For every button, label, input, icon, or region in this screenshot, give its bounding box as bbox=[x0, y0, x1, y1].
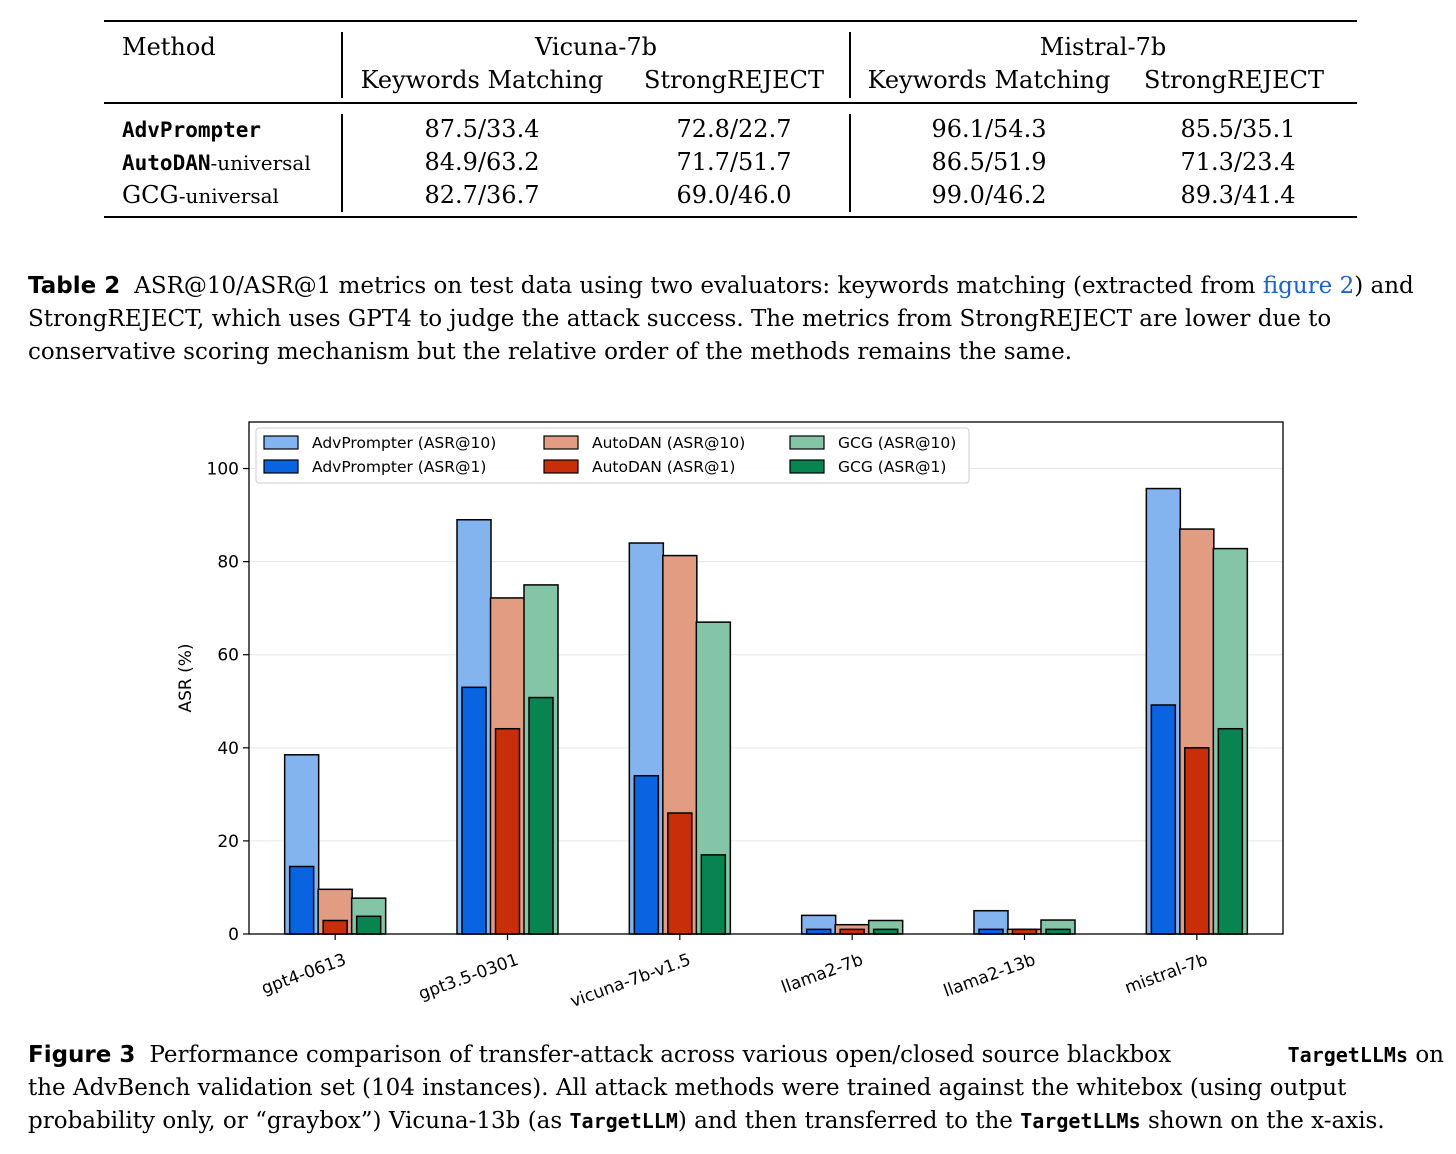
bar-asr1 bbox=[1217, 727, 1244, 935]
table-caption-line: Table 2 ASR@10/ASR@1 metrics on test data… bbox=[28, 273, 1414, 299]
table-cell: 96.1/54.3 bbox=[931, 115, 1047, 143]
table-cell: 85.5/35.1 bbox=[1180, 115, 1296, 143]
table-cell: 84.9/63.2 bbox=[424, 148, 540, 176]
group-header-mistral: Mistral-7b bbox=[1039, 33, 1167, 61]
bar-asr1 bbox=[322, 919, 348, 935]
bar-asr1 bbox=[355, 915, 382, 935]
x-tick-label: llama2-7b bbox=[779, 950, 866, 998]
legend-label: GCG (ASR@10) bbox=[838, 434, 956, 452]
legend-swatch bbox=[789, 459, 825, 474]
table-cell: 87.5/33.4 bbox=[424, 115, 540, 143]
table-caption-line: StrongREJECT, which uses GPT4 to judge t… bbox=[28, 306, 1332, 332]
bar-asr1 bbox=[839, 928, 865, 935]
method-header: Method bbox=[122, 33, 216, 61]
x-axis: gpt4-0613 gpt3.5-0301 vicuna-7b-v1.5 llama2… bbox=[259, 934, 1211, 1012]
table-caption-label: Table 2 bbox=[28, 273, 121, 299]
legend-swatch bbox=[263, 459, 299, 474]
table-caption: Table 2 ASR@10/ASR@1 metrics on test data… bbox=[28, 270, 1444, 369]
legend-swatch bbox=[789, 435, 825, 450]
bar-asr1 bbox=[633, 774, 660, 935]
grid-lines bbox=[249, 468, 1283, 842]
figure-caption-line: Figure 3 Performance comparison of transf… bbox=[28, 1042, 1444, 1068]
table-cell: 89.3/41.4 bbox=[1180, 181, 1296, 209]
bar-asr1 bbox=[700, 854, 727, 935]
legend-swatch bbox=[543, 459, 579, 474]
bar-asr1 bbox=[1011, 928, 1038, 935]
y-axis-label: ASR (%) bbox=[176, 643, 196, 712]
table-cell: 69.0/46.0 bbox=[676, 181, 792, 209]
x-tick-label: llama2-13b bbox=[941, 950, 1038, 1002]
bar-asr1 bbox=[1045, 928, 1071, 935]
legend: AdvPrompter (ASR@10) AdvPrompter (ASR@1) A… bbox=[255, 427, 970, 484]
bar-asr1 bbox=[1150, 704, 1177, 935]
subheader-strongreject: StrongREJECT bbox=[1144, 66, 1324, 94]
table-divider bbox=[849, 32, 851, 98]
legend-label: AdvPrompter (ASR@10) bbox=[312, 434, 496, 452]
figure-2-link[interactable]: figure 2 bbox=[1262, 273, 1355, 299]
bar-asr1 bbox=[288, 865, 315, 935]
table-top-rule bbox=[104, 20, 1357, 22]
y-tick-label: 100 bbox=[207, 460, 239, 480]
table-cell: 71.7/51.7 bbox=[676, 148, 792, 176]
table-cell: 72.8/22.7 bbox=[676, 115, 792, 143]
bar-asr1 bbox=[667, 812, 693, 935]
x-tick-label: gpt4-0613 bbox=[259, 950, 349, 999]
figure-caption: Figure 3 Performance comparison of transf… bbox=[28, 1039, 1444, 1138]
table-cell: 71.3/23.4 bbox=[1180, 148, 1296, 176]
method-name: AdvPrompter bbox=[122, 118, 262, 142]
subheader-keywords: Keywords Matching bbox=[360, 66, 604, 94]
legend-swatch bbox=[263, 435, 299, 450]
x-tick-label: gpt3.5-0301 bbox=[416, 950, 521, 1005]
bar-asr1 bbox=[1184, 747, 1210, 935]
table-cell: 86.5/51.9 bbox=[931, 148, 1047, 176]
table-cell: 82.7/36.7 bbox=[424, 181, 540, 209]
figure-caption-line: probability only, or “graybox”) Vicuna-1… bbox=[28, 1108, 1385, 1134]
bar-asr1 bbox=[872, 928, 899, 935]
table-divider bbox=[849, 114, 851, 212]
table-header-rule bbox=[104, 102, 1357, 104]
legend-label: AutoDAN (ASR@10) bbox=[592, 434, 745, 452]
figure-caption-label: Figure 3 bbox=[28, 1042, 136, 1068]
x-tick-label: vicuna-7b-v1.5 bbox=[568, 950, 694, 1012]
group-header-vicuna: Vicuna-7b bbox=[535, 33, 657, 61]
asr-bar-chart: 0 20 40 60 80 100 gpt4-0613 gpt3.5-0301 vicuna-… bbox=[176, 421, 1284, 1012]
subheader-strongreject: StrongREJECT bbox=[644, 66, 824, 94]
y-axis: 0 20 40 60 80 100 bbox=[207, 460, 249, 945]
legend-label: AutoDAN (ASR@1) bbox=[592, 458, 735, 476]
y-tick-label: 40 bbox=[217, 739, 239, 759]
plot-frame bbox=[248, 421, 1284, 935]
bar-asr1 bbox=[461, 686, 487, 935]
method-name: AutoDAN-universal bbox=[122, 151, 311, 175]
table-divider bbox=[341, 32, 343, 98]
bar-asr1 bbox=[978, 928, 1004, 935]
legend-label: AdvPrompter (ASR@1) bbox=[312, 458, 486, 476]
legend-swatch bbox=[543, 435, 579, 450]
bar-asr1 bbox=[528, 696, 554, 935]
bar-asr1 bbox=[805, 928, 832, 935]
table-cell: 99.0/46.2 bbox=[931, 181, 1047, 209]
method-name: GCG-universal bbox=[122, 181, 279, 209]
legend-label: GCG (ASR@1) bbox=[838, 458, 946, 476]
bars bbox=[283, 487, 1249, 935]
subheader-keywords: Keywords Matching bbox=[867, 66, 1111, 94]
y-tick-label: 0 bbox=[228, 925, 239, 945]
y-tick-label: 20 bbox=[217, 832, 239, 852]
bar-asr1 bbox=[494, 727, 521, 935]
y-tick-label: 80 bbox=[217, 553, 239, 573]
x-tick-label: mistral-7b bbox=[1122, 950, 1210, 998]
figure-caption-line: the AdvBench validation set (104 instanc… bbox=[28, 1075, 1347, 1101]
table-bottom-rule bbox=[104, 216, 1357, 218]
table-caption-line: conservative scoring mechanism but the r… bbox=[28, 339, 1073, 365]
table-divider bbox=[341, 114, 343, 212]
y-tick-label: 60 bbox=[217, 646, 239, 666]
